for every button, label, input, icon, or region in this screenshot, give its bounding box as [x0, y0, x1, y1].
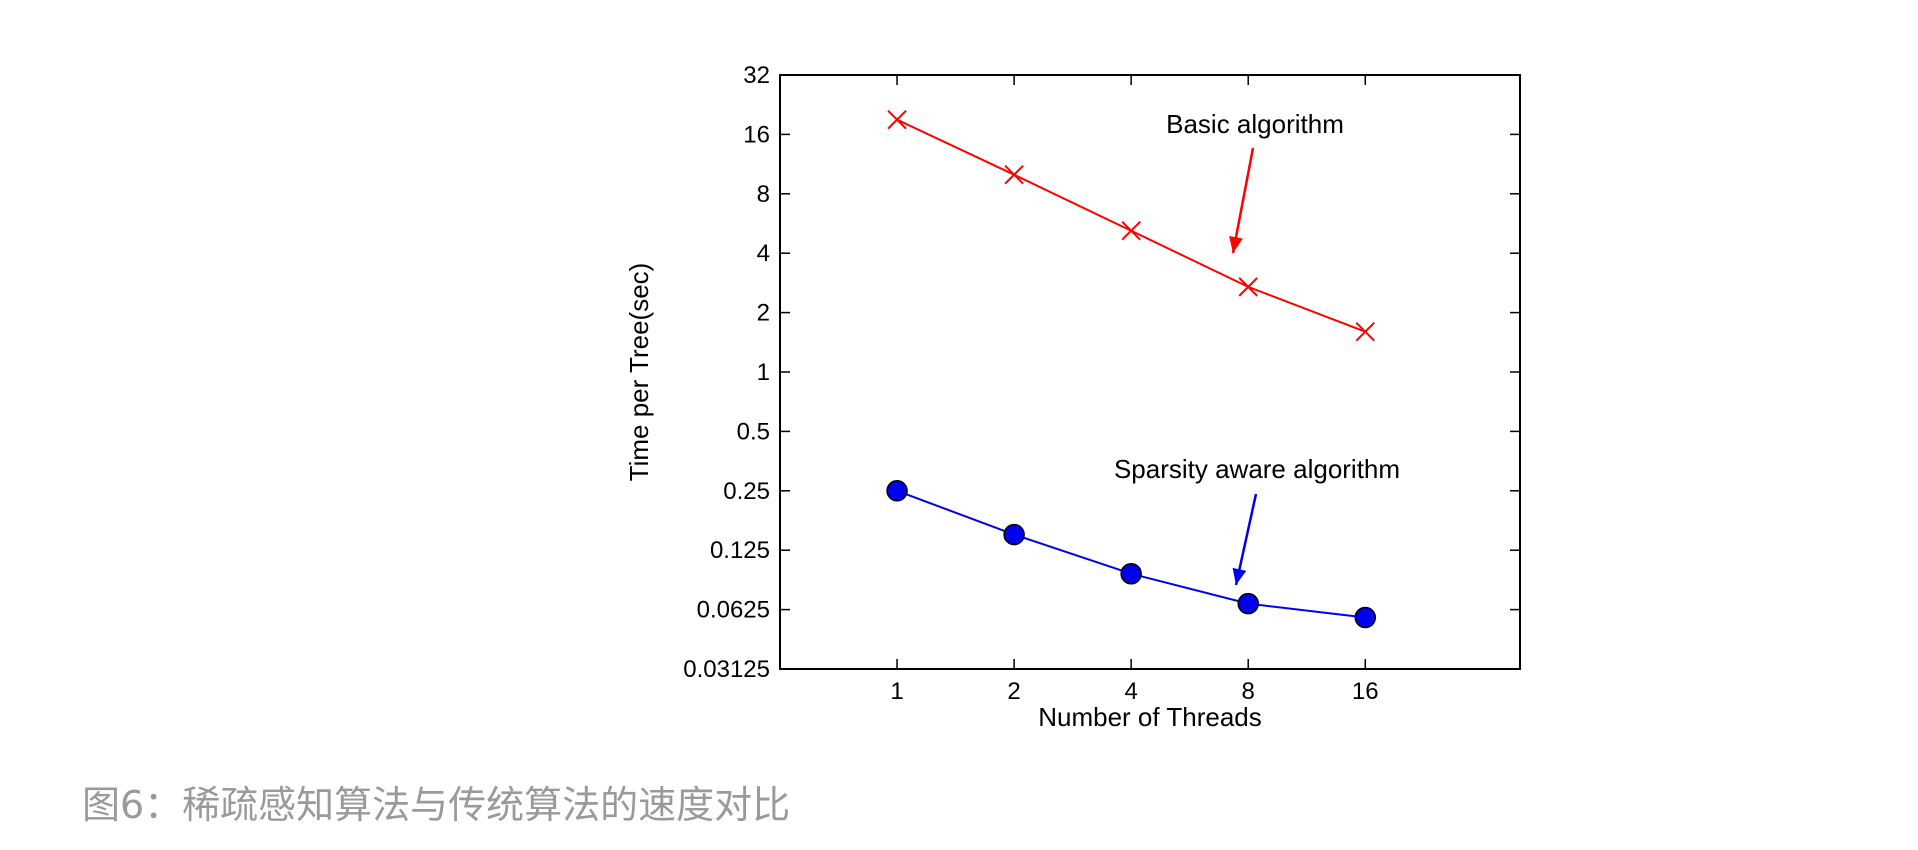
series-0-point [1004, 164, 1024, 185]
y-tick-label: 32 [743, 62, 770, 89]
annotation-arrowhead-0 [1229, 235, 1243, 253]
series-0-point [1238, 277, 1258, 297]
series-0-point [1355, 322, 1375, 342]
y-tick-label: 0.125 [710, 537, 770, 564]
series-1-point [1354, 606, 1377, 629]
annotations: Basic algorithm Sparsity aware algorithm [1114, 109, 1400, 586]
annotation-label-1: Sparsity aware algorithm [1114, 454, 1400, 484]
series-1-point [1237, 592, 1259, 615]
y-tick-label: 4 [757, 240, 770, 267]
y-tick-label: 0.25 [723, 478, 770, 505]
y-axis-title: Time per Tree(sec) [624, 263, 654, 482]
series-1-point [1120, 562, 1142, 585]
series-0-point [887, 109, 907, 130]
figure-caption: 图6：稀疏感知算法与传统算法的速度对比 [82, 783, 791, 827]
y-tick-label: 2 [757, 300, 770, 327]
y-axis-ticks: 0.03125 0.0625 0.125 0.25 0.5 1 2 4 8 16 32 [683, 62, 1520, 683]
series-0-point [1121, 221, 1141, 241]
y-tick-label: 1 [757, 359, 770, 386]
chart: 0.03125 0.0625 0.125 0.25 0.5 1 2 4 8 16 32 1 2 4 8 16… [624, 62, 1521, 732]
x-tick-label: 8 [1242, 678, 1255, 705]
plot-area [779, 74, 1521, 670]
x-axis-title: Number of Threads [1038, 702, 1262, 732]
series-layer [886, 109, 1377, 629]
x-axis-ticks: 1 2 4 8 16 [890, 75, 1379, 705]
y-tick-label: 0.03125 [683, 656, 770, 683]
annotation-arrow-0 [1231, 147, 1255, 254]
y-tick-label: 8 [757, 181, 770, 208]
x-tick-label: 16 [1352, 678, 1379, 705]
annotation-label-0: Basic algorithm [1166, 109, 1344, 139]
x-tick-label: 4 [1124, 678, 1137, 705]
annotation-arrowhead-1 [1232, 567, 1247, 585]
series-1-point [1003, 523, 1025, 546]
y-tick-label: 0.5 [737, 418, 770, 445]
x-tick-label: 2 [1007, 678, 1020, 705]
series-1-point [886, 480, 908, 502]
y-tick-label: 0.0625 [697, 597, 770, 624]
y-tick-label: 16 [743, 121, 770, 148]
x-tick-label: 1 [890, 678, 903, 705]
